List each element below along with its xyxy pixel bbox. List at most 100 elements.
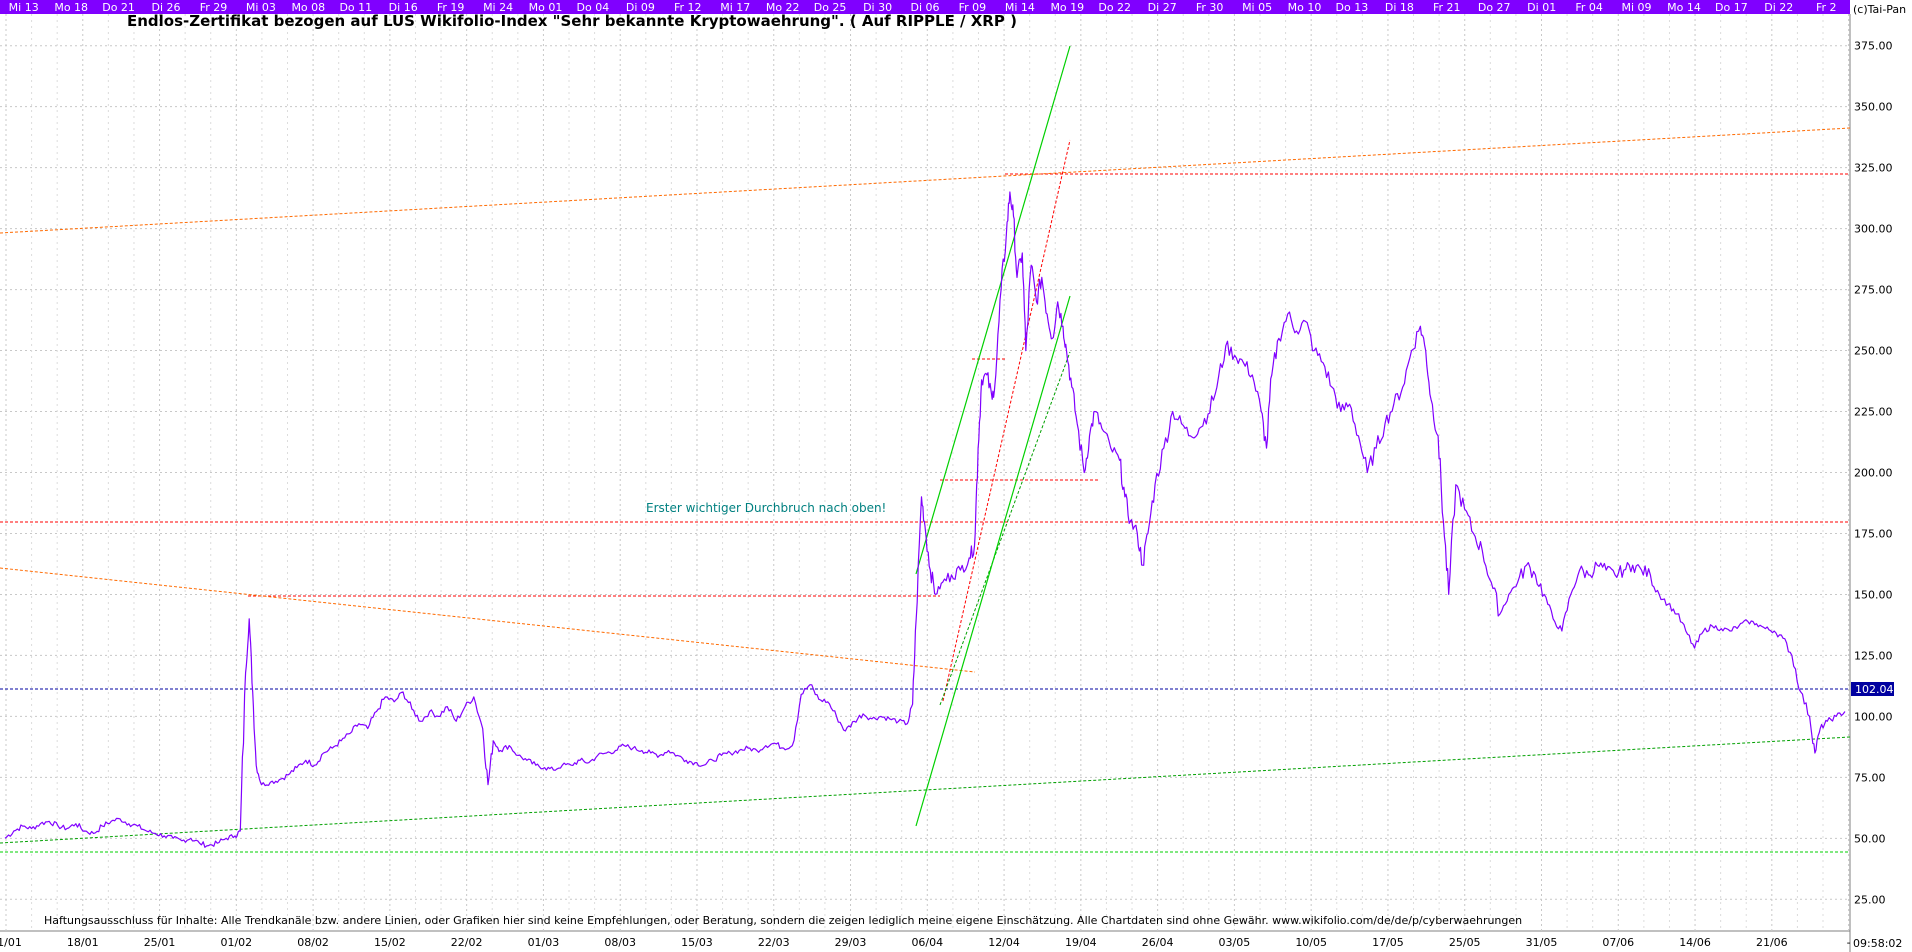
top-date-labels: Mi 13 Mo 18 Do 21 Di 26 Fr 29 Mi 03 Mo 08 Do 11… [9,1,1837,14]
top-date-label: Fr 29 [200,1,228,14]
green-long-term-trend-line [0,736,1851,844]
x-tick-label: 15/03 [681,936,713,949]
x-tick-label: 01/02 [220,936,252,949]
x-tick-label: 25/01 [144,936,176,949]
top-date-label: Do 27 [1478,1,1511,14]
top-date-label: Fr 2 [1816,1,1837,14]
top-date-bar [0,0,1850,14]
top-date-label: Do 11 [339,1,372,14]
y-tick-label: 150.00 [1854,588,1893,601]
x-tick-label: 29/03 [835,936,867,949]
orange-descending-trend-line [0,567,976,673]
top-date-label: Di 30 [863,1,892,14]
top-date-label: Mo 19 [1050,1,1084,14]
y-tick-label: 50.00 [1854,832,1886,845]
x-axis-tick-labels: 11/01 18/01 25/01 01/02 08/02 15/02 22/02 01/03… [0,936,1851,949]
grid [0,14,1850,931]
x-tick-label: 25/05 [1449,936,1481,949]
x-tick-label: 22/03 [758,936,790,949]
top-date-label: Mo 18 [54,1,88,14]
last-price-badge: 102.04 [1855,683,1894,696]
x-tick-label: 18/01 [67,936,99,949]
top-date-label: Mi 17 [720,1,750,14]
top-date-label: Do 04 [577,1,610,14]
y-tick-label: 100.00 [1854,710,1893,723]
x-tick-label: 14/06 [1679,936,1711,949]
top-date-label: Di 01 [1527,1,1556,14]
top-date-label: Fr 19 [437,1,465,14]
top-date-label: Do 22 [1098,1,1131,14]
y-tick-label: 200.00 [1854,467,1893,480]
top-date-label: Di 06 [910,1,939,14]
x-tick-label: 06/04 [911,936,943,949]
top-date-label: Fr 30 [1196,1,1224,14]
top-date-label: Di 27 [1148,1,1177,14]
top-date-label: Mi 05 [1242,1,1272,14]
x-tick-label: - [1847,936,1851,949]
x-tick-label: 08/03 [604,936,636,949]
top-date-label: Fr 09 [959,1,987,14]
y-tick-label: 25.00 [1854,893,1886,906]
x-tick-label: 26/04 [1142,936,1174,949]
y-tick-label: 225.00 [1854,406,1893,419]
y-tick-label: 325.00 [1854,162,1893,175]
y-tick-label: 250.00 [1854,345,1893,358]
orange-upper-trend-line [0,127,1851,234]
x-tick-label: 07/06 [1602,936,1634,949]
green-channel-upper-line [915,45,1071,575]
top-date-label: Di 26 [151,1,180,14]
top-date-label: Mi 03 [246,1,276,14]
top-date-label: Fr 12 [674,1,702,14]
top-date-label: Fr 21 [1433,1,1461,14]
top-date-label: Di 16 [389,1,418,14]
top-date-label: Mo 08 [291,1,325,14]
top-date-label: Mo 14 [1667,1,1701,14]
price-series-line [4,191,1846,848]
x-tick-label: 31/05 [1526,936,1558,949]
top-date-label: Mo 01 [529,1,563,14]
x-tick-label: 19/04 [1065,936,1097,949]
top-date-label: Di 22 [1764,1,1793,14]
breakout-annotation: Erster wichtiger Durchbruch nach oben! [646,501,886,515]
top-date-label: Do 17 [1715,1,1748,14]
x-tick-label: 12/04 [988,936,1020,949]
x-tick-label: 15/02 [374,936,406,949]
top-date-label: Mo 22 [766,1,800,14]
top-date-label: Do 25 [814,1,847,14]
y-tick-label: 75.00 [1854,771,1886,784]
chart-title: Endlos-Zertifikat bezogen auf LUS Wikifo… [127,12,1017,30]
x-tick-label: 11/01 [0,936,22,949]
y-tick-label: 275.00 [1854,284,1893,297]
top-date-label: Mi 24 [483,1,513,14]
copyright-label: (c)Tai-Pan [1853,3,1906,16]
red-steep-trend-line [942,139,1071,702]
x-tick-label: 17/05 [1372,936,1404,949]
top-date-label: Di 09 [626,1,655,14]
y-tick-label: 375.00 [1854,40,1893,53]
clock-label: 09:58:02 [1853,937,1902,950]
y-axis-tick-labels: 375.00 350.00 325.00 300.00 275.00 250.00 225.… [1854,40,1893,907]
last-price-badge-bg [1851,682,1894,696]
x-tick-label: 01/03 [528,936,560,949]
y-tick-label: 175.00 [1854,527,1893,540]
y-tick-label: 125.00 [1854,649,1893,662]
x-tick-label: 10/05 [1295,936,1327,949]
y-tick-label: 300.00 [1854,223,1893,236]
top-date-label: Mi 14 [1005,1,1035,14]
top-date-label: Di 18 [1385,1,1414,14]
top-date-label: Do 13 [1336,1,1369,14]
top-date-label: Mi 09 [1621,1,1651,14]
y-tick-label: 350.00 [1854,101,1893,114]
top-date-label: Do 21 [102,1,135,14]
top-date-label: Fr 04 [1575,1,1603,14]
x-tick-label: 03/05 [1219,936,1251,949]
disclaimer-text: Haftungsausschluss für Inhalte: Alle Tre… [44,914,1522,927]
x-tick-label: 22/02 [451,936,483,949]
x-tick-label: 21/06 [1756,936,1788,949]
green-channel-lower-line [915,295,1071,827]
top-date-label: Mo 10 [1288,1,1322,14]
top-date-label: Mi 13 [9,1,39,14]
x-tick-label: 08/02 [297,936,329,949]
